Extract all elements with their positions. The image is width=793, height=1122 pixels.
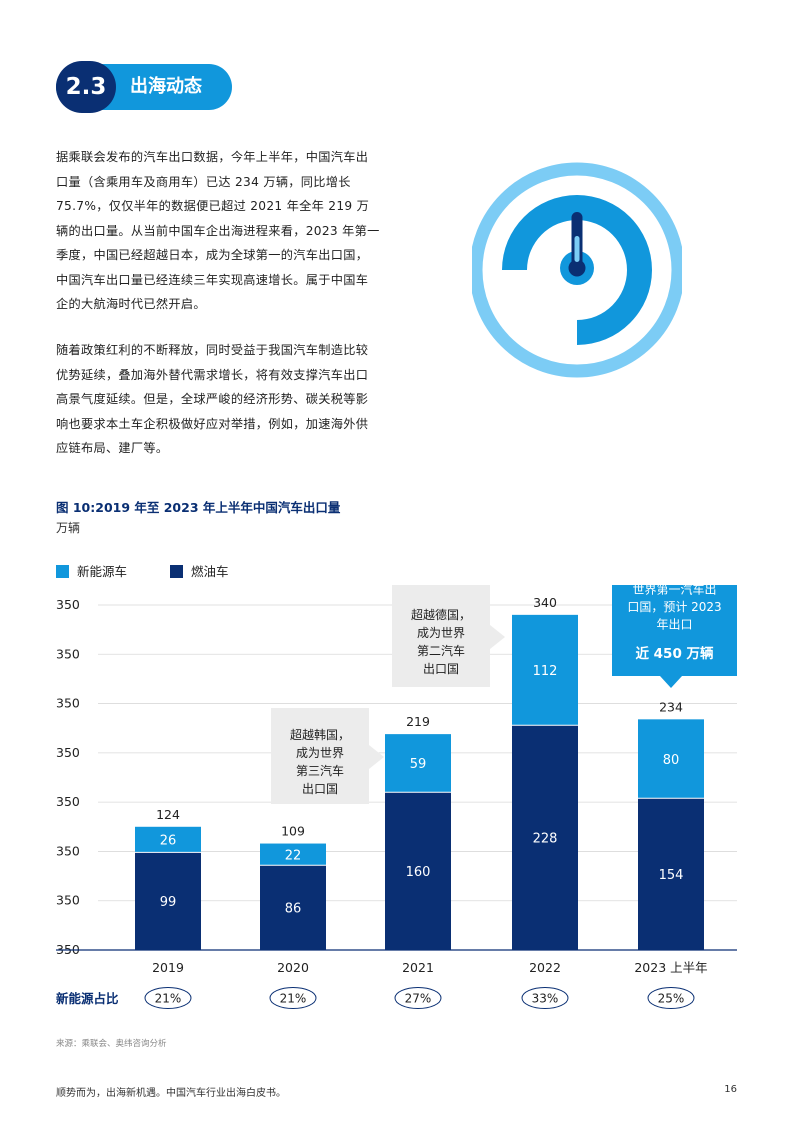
y-tick-label: 350 [56,696,80,711]
share-oval [521,987,569,1009]
callout-highlight: 近 450 万辆 [635,645,714,662]
bar-label-ev: 26 [160,834,177,849]
y-tick-label: 350 [56,794,80,809]
share-oval [269,987,317,1009]
bar-ice [135,852,201,950]
y-tick-label: 350 [56,745,80,760]
source-note: 来源：乘联会、奥纬咨询分析 [56,1039,167,1049]
bar-total-label: 219 [406,714,430,729]
share-label: 21% [155,992,182,1006]
bar-label-ice: 160 [406,865,431,880]
bar-ice [638,798,704,950]
share-label: 27% [405,992,432,1006]
bar-ev [260,843,326,866]
footer-title: 顺势而为，出海新机遇。中国汽车行业出海白皮书。 [56,1088,286,1099]
y-tick-label: 350 [56,646,80,661]
page-number: 16 [724,1084,737,1095]
legend-ev-swatch [56,565,69,578]
bar-label-ev: 22 [285,848,302,863]
callout-text: 超越韩国， [290,727,350,742]
bar-ev [135,826,201,853]
bar-label-ev: 112 [533,664,558,679]
callout-text: 出口国 [423,662,459,676]
bar-total-label: 109 [281,824,305,839]
y-tick-label: 350 [56,893,80,908]
callout-text: 年出口 [656,618,692,632]
bar-ev [638,719,704,799]
callout-box [392,585,490,687]
export-volume-chart: 3503503503503503503503509926124201921%86… [56,585,737,1009]
bar-label-ice: 154 [659,868,684,883]
paragraph-2: 随着政策红利的不断释放，同时受益于我国汽车制造比较优势延续，叠加海外替代需求增长… [56,343,369,455]
callout-pointer [490,625,505,649]
legend-ev-label: 新能源车 [77,564,128,579]
speedometer-icon [472,162,682,378]
callout-box [271,708,369,804]
share-oval [144,987,192,1009]
paragraph-1: 据乘联会发布的汽车出口数据，今年上半年，中国汽车出口量（含乘用车及商用车）已达 … [56,150,380,311]
legend-ice: 燃油车 [170,564,229,580]
share-oval [647,987,695,1009]
callout-text: 世界第一汽车出 [632,585,716,597]
callout-text: 成为世界 [417,626,465,640]
legend-ice-label: 燃油车 [191,564,229,579]
y-tick-label: 350 [56,597,80,612]
callout-box [612,585,737,676]
callout-text: 第二汽车 [417,643,465,658]
legend-ice-swatch [170,565,183,578]
bar-ice [512,725,578,950]
bar-ev [512,614,578,726]
bar-ev [385,734,451,793]
x-tick-label: 2022 [529,960,561,975]
callout-text: 口国，预计 2023 [627,600,721,614]
y-tick-label: 350 [56,843,80,858]
bar-total-label: 340 [533,595,557,610]
x-tick-label: 2019 [152,960,184,975]
bar-total-label: 234 [659,699,683,714]
bar-label-ice: 228 [533,832,558,847]
x-tick-label: 2020 [277,960,309,975]
bar-ice [385,792,451,950]
callout-pointer [369,745,384,769]
section-title: 出海动态 [130,76,202,97]
figure-unit: 万辆 [56,521,81,535]
bar-label-ice: 99 [160,895,177,910]
section-number: 2.3 [56,61,116,113]
legend-ev: 新能源车 [56,564,127,580]
x-tick-label: 2021 [402,960,434,975]
callout-pointer [660,676,682,688]
share-label: 21% [280,992,307,1006]
figure-title: 图 10:2019 年至 2023 年上半年中国汽车出口量 [56,500,341,515]
bar-label-ice: 86 [285,902,302,917]
share-row-title: 新能源占比 [56,991,119,1006]
callout-text: 成为世界 [296,746,344,760]
x-tick-label: 2023 上半年 [634,960,707,975]
bar-total-label: 124 [156,807,180,822]
share-label: 25% [658,992,685,1006]
bar-label-ev: 80 [663,753,680,768]
callout-text: 出口国 [302,782,338,796]
callout-text: 第三汽车 [296,763,344,778]
bar-ice [260,865,326,950]
share-label: 33% [532,992,559,1006]
share-oval [394,987,442,1009]
callout-text: 超越德国， [411,607,471,622]
bar-label-ev: 59 [410,757,427,772]
